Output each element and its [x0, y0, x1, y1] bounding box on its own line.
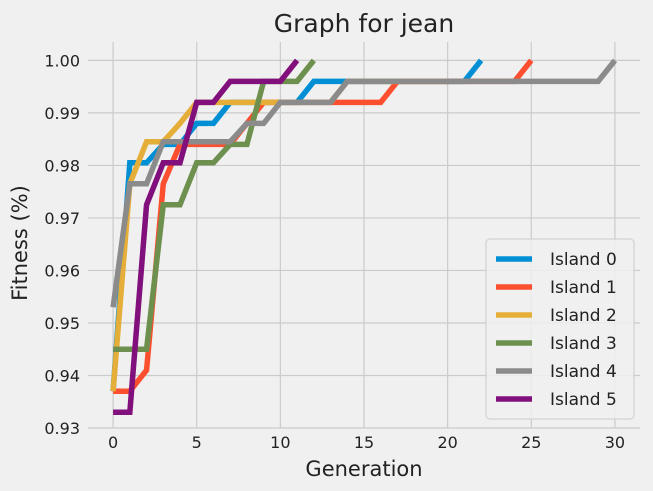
legend-label: Island 5 — [550, 390, 617, 410]
y-tick-label: 0.97 — [44, 209, 80, 228]
series-lines — [110, 58, 618, 415]
series-line-island-4 — [110, 58, 618, 308]
y-tick-label: 0.96 — [44, 261, 80, 280]
legend: Island 0 Island 1 Island 2 Island 3 Island 4… — [485, 238, 635, 420]
x-tick-label: 20 — [437, 433, 457, 452]
x-tick-label: 15 — [354, 433, 374, 452]
y-axis-title: Fitness (%) — [8, 185, 32, 301]
legend-label: Island 4 — [550, 362, 617, 382]
grid — [88, 42, 640, 429]
y-tick-label: 0.99 — [44, 104, 80, 123]
y-tick-label: 0.98 — [44, 156, 80, 175]
x-axis-title: Generation — [305, 457, 422, 481]
series-line-island-0 — [110, 58, 484, 392]
chart-title: Graph for jean — [274, 9, 454, 38]
legend-label: Island 2 — [550, 306, 617, 326]
legend-box — [485, 238, 635, 420]
tick-labels: 0 5 10 15 20 25 30 0.93 0.94 0.95 0.96 0.97 0.98 0.99… — [44, 51, 625, 452]
x-tick-label: 10 — [270, 433, 290, 452]
series-line-island-5 — [113, 58, 300, 415]
legend-label: Island 1 — [550, 278, 617, 298]
legend-label: Island 0 — [550, 250, 617, 270]
x-tick-label: 5 — [192, 433, 202, 452]
x-tick-label: 0 — [108, 433, 118, 452]
y-tick-label: 0.93 — [44, 419, 80, 438]
legend-label: Island 3 — [550, 334, 617, 354]
y-tick-label: 1.00 — [44, 51, 80, 70]
y-tick-label: 0.94 — [44, 366, 80, 385]
series-line-island-1 — [113, 58, 534, 394]
x-tick-label: 25 — [521, 433, 541, 452]
y-tick-label: 0.95 — [44, 314, 80, 333]
x-tick-label: 30 — [605, 433, 625, 452]
